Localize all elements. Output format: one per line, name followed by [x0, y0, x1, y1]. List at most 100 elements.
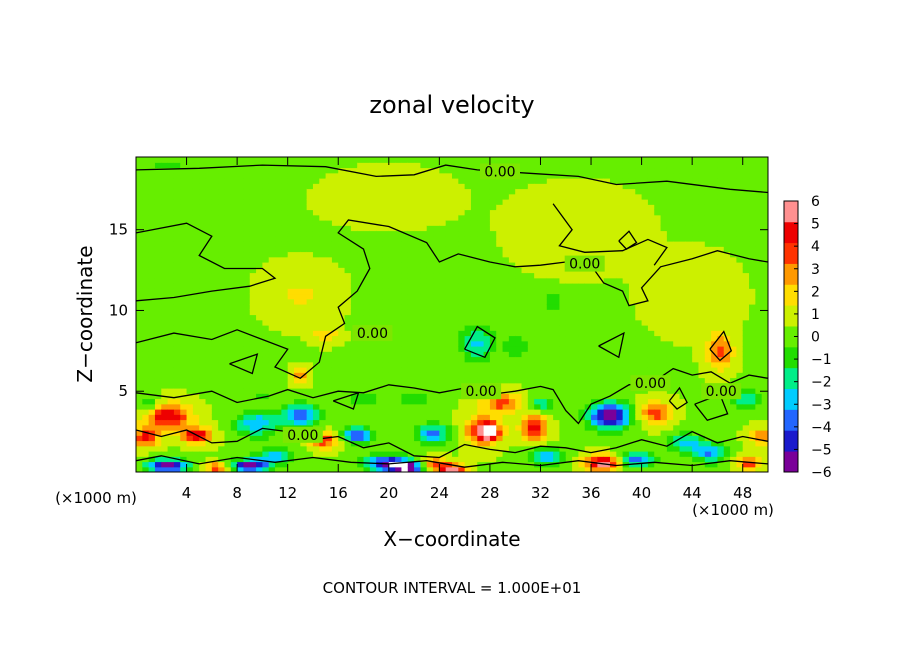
heatmap-cell — [565, 461, 573, 468]
heatmap-cell — [376, 440, 384, 447]
heatmap-cell — [388, 283, 396, 289]
heatmap-cell — [300, 162, 308, 169]
heatmap-cell — [357, 314, 365, 321]
heatmap-cell — [502, 340, 510, 347]
heatmap-cell — [433, 330, 440, 337]
heatmap-cell — [167, 183, 175, 190]
heatmap-cell — [546, 414, 554, 421]
heatmap-cell — [572, 409, 579, 415]
heatmap-cell — [199, 251, 207, 258]
heatmap-cell — [546, 288, 554, 295]
heatmap-cell — [527, 435, 535, 442]
heatmap-cell — [572, 440, 579, 447]
heatmap-cell — [458, 367, 466, 373]
heatmap-cell — [502, 351, 510, 358]
heatmap-cell — [584, 204, 592, 211]
heatmap-cell — [420, 183, 428, 190]
heatmap-cell — [268, 262, 276, 268]
heatmap-cell — [584, 293, 592, 300]
heatmap-cell — [350, 235, 358, 242]
heatmap-cell — [591, 314, 598, 321]
heatmap-cell — [249, 267, 257, 274]
heatmap-cell — [369, 361, 377, 368]
heatmap-cell — [300, 293, 308, 300]
heatmap-cell — [167, 277, 175, 284]
heatmap-cell — [647, 246, 655, 253]
heatmap-cell — [199, 209, 207, 216]
heatmap-cell — [578, 314, 586, 321]
heatmap-cell — [268, 309, 276, 316]
heatmap-cell — [357, 235, 365, 242]
heatmap-cell — [218, 356, 226, 363]
heatmap-cell — [363, 188, 371, 195]
heatmap-cell — [186, 157, 194, 163]
heatmap-cell — [331, 419, 339, 426]
heatmap-cell — [654, 314, 662, 321]
heatmap-cell — [439, 251, 447, 258]
heatmap-cell — [420, 251, 428, 258]
heatmap-cell — [508, 325, 516, 331]
heatmap-cell — [445, 262, 453, 268]
heatmap-cell — [180, 162, 188, 169]
heatmap-cell — [597, 451, 605, 457]
heatmap-cell — [647, 157, 655, 163]
heatmap-cell — [249, 330, 257, 337]
heatmap-cell — [654, 319, 662, 326]
heatmap-cell — [559, 162, 567, 169]
heatmap-cell — [306, 456, 314, 463]
heatmap-cell — [395, 283, 403, 289]
heatmap-cell — [344, 172, 352, 179]
heatmap-cell — [237, 172, 245, 179]
heatmap-cell — [534, 225, 542, 232]
heatmap-cell — [230, 272, 238, 279]
heatmap-cell — [489, 466, 497, 472]
heatmap-cell — [622, 288, 630, 295]
heatmap-cell — [464, 330, 472, 337]
heatmap-cell — [508, 346, 516, 352]
heatmap-cell — [388, 314, 396, 321]
heatmap-cell — [496, 424, 504, 431]
heatmap-cell — [426, 403, 434, 410]
heatmap-cell — [382, 403, 390, 410]
heatmap-cell — [306, 330, 314, 337]
heatmap-cell — [540, 309, 548, 316]
heatmap-cell — [426, 351, 434, 358]
heatmap-cell — [553, 346, 561, 352]
heatmap-cell — [205, 230, 213, 237]
heatmap-cell — [205, 178, 213, 184]
heatmap-cell — [572, 193, 579, 200]
heatmap-cell — [192, 220, 200, 226]
heatmap-cell — [218, 409, 226, 415]
heatmap-cell — [616, 309, 624, 316]
heatmap-cell — [268, 298, 276, 305]
heatmap-cell — [167, 419, 175, 426]
heatmap-cell — [496, 361, 504, 368]
heatmap-cell — [559, 430, 567, 436]
heatmap-cell — [287, 419, 295, 426]
heatmap-cell — [508, 403, 516, 410]
heatmap-cell — [641, 330, 649, 337]
heatmap-cell — [426, 277, 434, 284]
heatmap-cell — [344, 162, 352, 169]
heatmap-cell — [243, 204, 251, 211]
heatmap-cell — [319, 445, 327, 452]
heatmap-cell — [464, 398, 472, 405]
heatmap-cell — [603, 403, 611, 410]
heatmap-cell — [452, 409, 459, 415]
heatmap-cell — [458, 414, 466, 421]
heatmap-cell — [199, 351, 207, 358]
heatmap-cell — [357, 298, 365, 305]
heatmap-cell — [401, 267, 409, 274]
heatmap-cell — [452, 272, 459, 279]
heatmap-cell — [591, 403, 598, 410]
heatmap-cell — [603, 288, 611, 295]
heatmap-cell — [521, 178, 529, 184]
heatmap-cell — [470, 419, 478, 426]
heatmap-cell — [426, 262, 434, 268]
heatmap-cell — [154, 220, 162, 226]
heatmap-cell — [458, 241, 466, 247]
heatmap-cell — [565, 340, 573, 347]
heatmap-cell — [458, 214, 466, 221]
heatmap-cell — [325, 298, 333, 305]
heatmap-cell — [287, 293, 295, 300]
